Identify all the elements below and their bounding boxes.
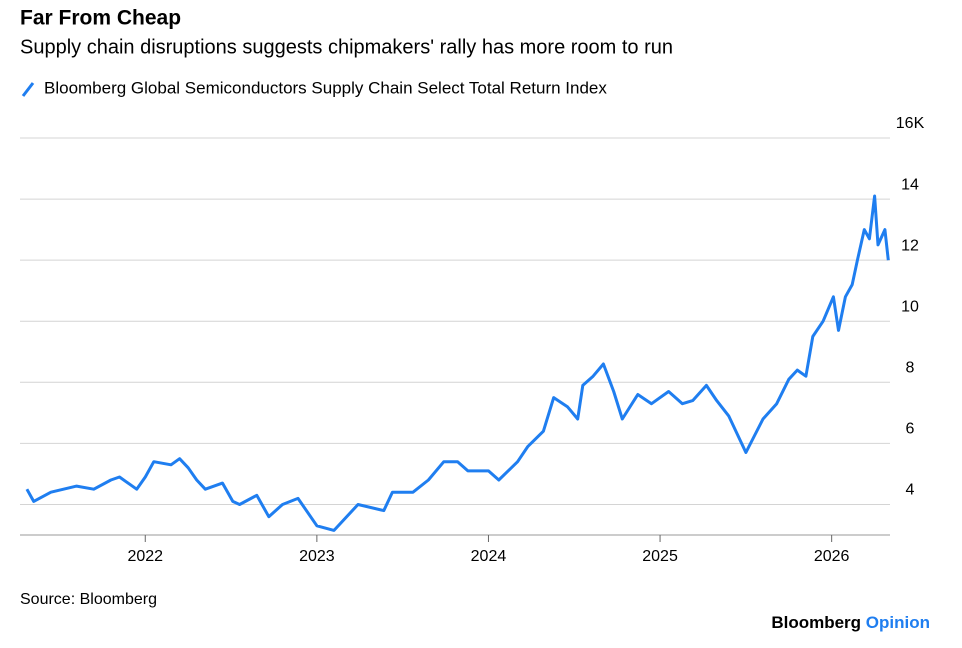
y-tick-label: 10 [901,298,919,315]
y-tick-label: 16K [896,115,925,132]
y-tick-label: 14 [901,176,919,193]
x-tick-label: 2023 [299,548,335,565]
brand-name: Bloomberg [771,613,861,632]
y-tick-label: 4 [906,482,915,499]
brand-suffix: Opinion [866,613,930,632]
y-tick-label: 12 [901,237,919,254]
series-line [25,194,890,532]
x-tick-label: 2022 [127,548,163,565]
legend-label: Bloomberg Global Semiconductors Supply C… [44,78,607,97]
x-tick-label: 2024 [471,548,507,565]
y-tick-label: 8 [906,360,915,377]
x-tick-label: 2026 [814,548,850,565]
brand: Bloomberg Opinion [771,613,930,632]
y-tick-label: 6 [906,421,915,438]
source: Source: Bloomberg [20,591,157,608]
chart-subtitle: Supply chain disruptions suggests chipma… [20,36,673,58]
legend-swatch [21,82,35,97]
chart-title: Far From Cheap [20,7,181,30]
x-tick-label: 2025 [642,548,678,565]
